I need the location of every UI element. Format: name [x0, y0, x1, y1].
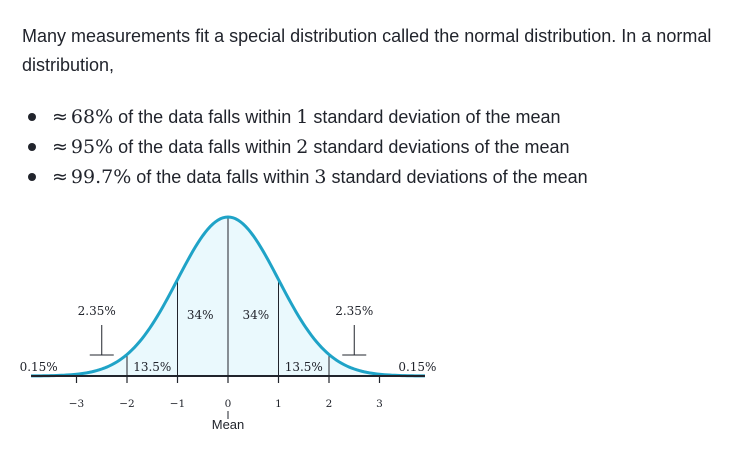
rule-text: of the data falls within [113, 137, 297, 157]
rule-list: ≈68% of the data falls within 1 standard… [22, 102, 588, 192]
bell-curve [31, 215, 425, 378]
bullet-icon [28, 173, 36, 181]
tick-label: 0 [225, 398, 232, 410]
rule-text-end: standard deviation of the mean [308, 107, 561, 127]
rule-text: of the data falls within [113, 107, 297, 127]
rule-percent: 95% [70, 136, 114, 158]
region-label: 0.15% [398, 360, 436, 374]
rule-item-68: ≈68% of the data falls within 1 standard… [22, 102, 588, 132]
tick-label: −3 [69, 398, 84, 410]
approx-symbol: ≈ [52, 166, 68, 188]
rule-percent: 68% [70, 106, 114, 128]
rule-sd-count: 2 [296, 136, 309, 158]
bullet-icon [28, 113, 36, 121]
tick-label: 1 [275, 398, 282, 410]
tick-label: −2 [119, 398, 134, 410]
rule-percent: 99.7% [70, 166, 132, 188]
rule-sd-count: 1 [296, 106, 309, 128]
rule-text: of the data falls within [131, 167, 315, 187]
intro-paragraph: Many measurements fit a special distribu… [22, 26, 712, 75]
region-label: 13.5% [285, 360, 323, 374]
tick-label: −1 [170, 398, 185, 410]
region-labels: 0.15% 2.35% 13.5% 34% 34% 13.5% 2.35% 0.15% [20, 304, 437, 374]
region-label: 2.35% [78, 304, 116, 318]
approx-symbol: ≈ [52, 136, 68, 158]
region-label: 34% [242, 308, 269, 322]
tick-label: 3 [376, 398, 383, 410]
region-label: 34% [187, 308, 214, 322]
tick-label: 2 [326, 398, 333, 410]
x-axis-ticks: −3 −2 −1 0 1 2 3 [69, 376, 383, 419]
rule-text-end: standard deviations of the mean [308, 137, 570, 157]
approx-symbol: ≈ [52, 106, 68, 128]
rule-text-end: standard deviations of the mean [326, 167, 588, 187]
rule-item-95: ≈95% of the data falls within 2 standard… [22, 132, 588, 162]
mean-label: Mean [212, 417, 245, 432]
bullet-icon [28, 143, 36, 151]
rule-item-99-7: ≈99.7% of the data falls within 3 standa… [22, 162, 588, 192]
region-label: 0.15% [20, 360, 58, 374]
region-label: 13.5% [133, 360, 171, 374]
region-label: 2.35% [335, 304, 373, 318]
rule-sd-count: 3 [314, 166, 327, 188]
sd-dividers [76, 217, 380, 376]
